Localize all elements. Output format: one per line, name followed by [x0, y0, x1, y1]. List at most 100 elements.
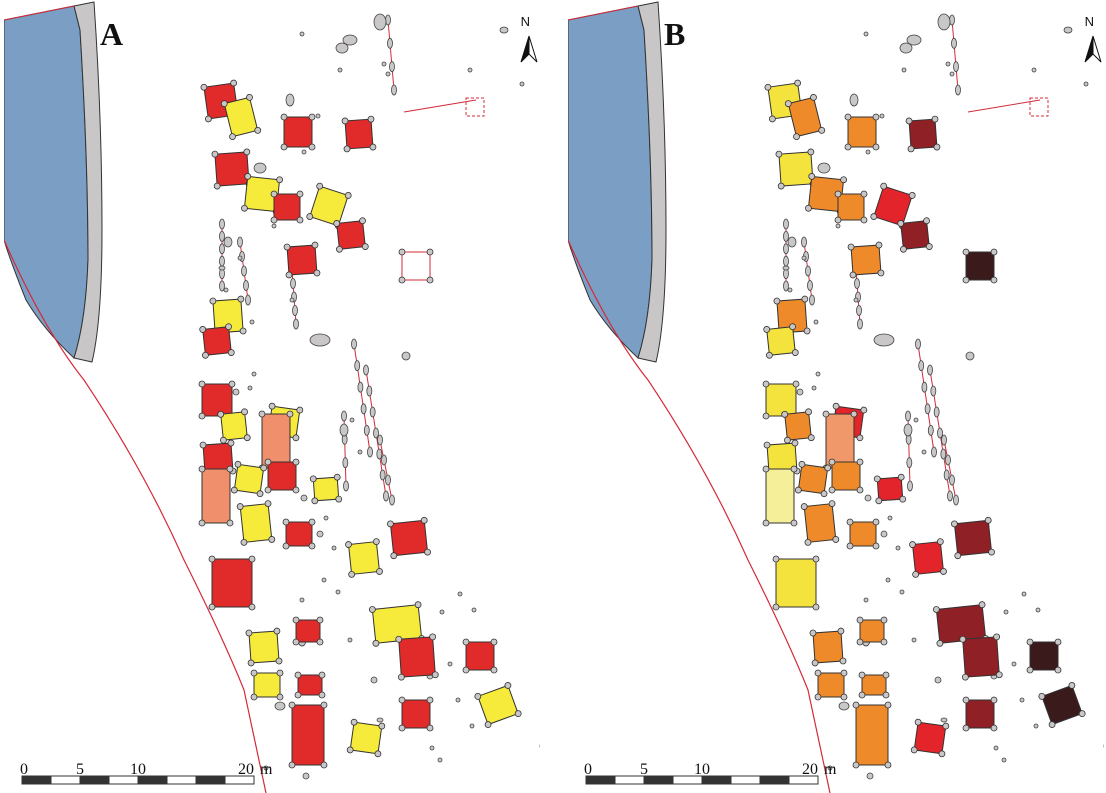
- post-row-line: [379, 439, 393, 501]
- corner-post: [775, 150, 783, 158]
- corner-post: [914, 718, 922, 726]
- corner-post: [387, 520, 394, 528]
- stone: [965, 351, 975, 361]
- post-stone: [955, 84, 961, 96]
- corner-post: [763, 441, 771, 449]
- corner-post: [228, 380, 236, 388]
- corner-post: [198, 519, 206, 527]
- river-bank: [637, 1, 667, 363]
- corner-post: [245, 629, 253, 637]
- corner-post: [794, 79, 802, 87]
- corner-post: [877, 269, 885, 277]
- corner-post: [872, 113, 880, 121]
- boundary-line: [4, 5, 75, 21]
- post-stone: [906, 457, 913, 469]
- scale-bar-segment: [79, 775, 110, 785]
- post-stone: [943, 469, 950, 481]
- corner-post: [333, 473, 341, 481]
- feature-fill: [849, 521, 877, 547]
- stone: [813, 319, 819, 325]
- corner-post: [282, 542, 290, 550]
- corner-post: [1078, 710, 1086, 718]
- post-stone: [915, 338, 921, 350]
- stone: [376, 717, 384, 723]
- corner-post: [350, 718, 358, 726]
- corner-post: [942, 722, 950, 730]
- corner-post: [514, 710, 522, 718]
- stone: [469, 723, 475, 729]
- feature-footprint: [873, 473, 907, 505]
- corner-post: [199, 326, 207, 333]
- corner-post: [940, 568, 947, 575]
- corner-post: [844, 113, 852, 121]
- feature-footprint: [217, 408, 251, 444]
- north-label: N: [520, 14, 530, 29]
- stone: [815, 371, 821, 377]
- feature-fill: [765, 468, 795, 524]
- scale-tick-0: 0: [584, 761, 592, 778]
- corner-post: [772, 603, 780, 611]
- post-stone: [947, 490, 953, 502]
- corner-post: [932, 606, 940, 613]
- post-stone: [341, 410, 347, 422]
- stone: [879, 113, 885, 119]
- feature-footprint: [962, 248, 998, 284]
- feature-footprint: [834, 190, 868, 224]
- feature-fill: [477, 684, 519, 726]
- feature-fill: [344, 118, 374, 150]
- post-stone: [951, 37, 957, 49]
- corner-post: [961, 673, 969, 681]
- corner-post: [798, 460, 806, 468]
- stone: [467, 67, 473, 73]
- feature-footprint: [844, 113, 880, 151]
- corner-post: [792, 380, 800, 388]
- stone: [993, 745, 999, 751]
- corner-post: [308, 518, 316, 526]
- feature-fill: [778, 151, 814, 187]
- corner-post: [260, 464, 268, 472]
- corner-post: [824, 464, 832, 472]
- corner-post: [378, 722, 386, 730]
- post-stone: [930, 385, 937, 397]
- feature-fill: [775, 558, 817, 608]
- corner-post: [1054, 638, 1062, 646]
- corner-post: [912, 570, 920, 578]
- stone: [949, 71, 955, 77]
- scale-bar-segment: [224, 775, 255, 785]
- feature-footprint: [292, 616, 324, 646]
- corner-post: [241, 408, 248, 416]
- corner-post: [280, 143, 288, 151]
- panel-label: B: [664, 16, 686, 52]
- corner-post: [414, 601, 422, 609]
- corner-post: [208, 555, 216, 563]
- boundary-line: [4, 239, 267, 793]
- corner-post: [840, 693, 848, 701]
- corner-post: [276, 693, 284, 701]
- post-stone: [783, 280, 789, 292]
- corner-post: [462, 638, 470, 646]
- corner-post: [296, 216, 304, 224]
- corner-post: [264, 500, 272, 508]
- feature-footprint: [962, 696, 998, 732]
- feature-footprint: [762, 380, 800, 420]
- corner-post: [264, 486, 272, 494]
- corner-post: [374, 750, 382, 758]
- corner-post: [333, 220, 341, 227]
- feature-fill: [766, 326, 796, 356]
- dashed-structure: [465, 97, 485, 117]
- feature-footprint: [828, 458, 864, 494]
- map-canvas-b: [568, 1, 1104, 793]
- corner-post: [794, 486, 802, 494]
- feature-fill: [962, 636, 1000, 678]
- feature-fill: [837, 193, 865, 221]
- corner-post: [318, 671, 326, 679]
- feature-footprint: [264, 458, 300, 494]
- stone: [337, 67, 343, 73]
- stone: [447, 661, 453, 667]
- corner-post: [762, 380, 770, 388]
- post-stone: [854, 278, 860, 289]
- corner-post: [905, 117, 913, 125]
- feature-fill: [297, 674, 323, 696]
- stone: [1035, 607, 1041, 613]
- corner-post: [244, 173, 252, 180]
